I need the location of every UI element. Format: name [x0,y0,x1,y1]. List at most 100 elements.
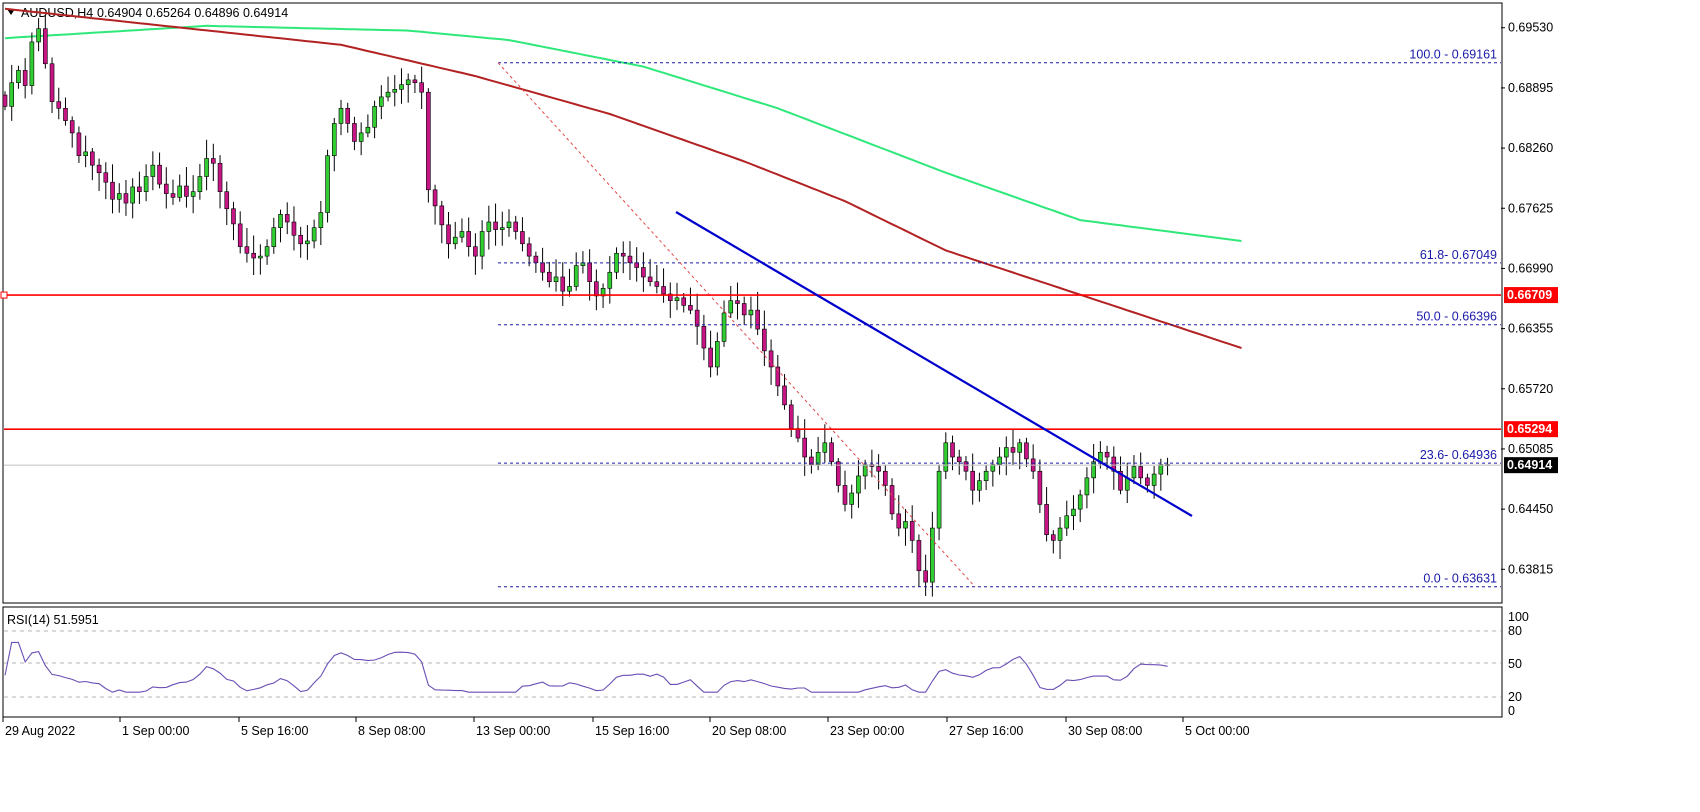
candle [331,117,337,172]
candle [715,332,720,376]
candle [782,374,787,410]
candle [963,455,969,481]
candle-body [654,281,660,287]
candle [553,259,559,292]
candle-body [150,164,156,177]
candle-body [809,456,814,465]
candle [103,162,109,200]
candle-body [520,231,525,245]
candle-body [499,227,505,230]
candle [647,259,653,287]
candle-body [862,464,868,477]
candle-body [9,82,15,107]
candle [1084,467,1090,509]
candle [520,217,525,252]
candle [123,180,129,216]
rsi-axis-label: 50 [1508,657,1522,671]
candle-body [244,246,250,254]
candle-body [405,79,411,85]
candle-body [567,286,572,292]
candle-body [345,107,351,124]
candle [446,211,451,259]
sma-slow-line [4,24,1242,242]
candle [889,478,895,520]
candle [325,149,330,223]
price-axis-label: 0.65085 [1508,442,1553,456]
candle-body [56,101,62,109]
candle-body [177,185,183,198]
candle-body [204,158,209,177]
bearish-trendline[interactable] [675,211,1193,517]
candle-body [1017,442,1023,453]
candle-body [513,221,519,232]
candle-body [1064,515,1070,529]
candle-body [211,158,216,164]
candle [1024,437,1029,468]
candle-body [1104,451,1110,458]
candle-body [69,120,75,134]
candle-body [1057,527,1063,541]
candle [405,73,411,103]
candle-body [802,437,807,458]
price-tag-box [1504,421,1558,438]
candle-body [352,123,357,142]
rsi-line [4,641,1168,693]
time-axis-label: 1 Sep 00:00 [122,724,189,738]
level-anchor-handle[interactable] [0,291,8,299]
candle [365,114,371,138]
candle-body [983,470,989,482]
candle-body [842,485,848,505]
candle-body [547,271,552,283]
candle-body [157,164,162,185]
candle-body [76,132,82,156]
candle [352,116,357,151]
candle-body [96,164,102,174]
time-axis-label: 8 Sep 08:00 [358,724,425,738]
candle [184,167,189,208]
candle [1131,455,1137,485]
candle [459,218,465,243]
rsi-axis-label: 0 [1508,704,1515,718]
candle [567,268,572,297]
candle-body [1010,447,1016,453]
candle [379,85,384,120]
candle-body [298,234,303,245]
candle [22,58,28,99]
candle [1051,530,1056,554]
candle-body [634,262,639,268]
candle-body [419,82,424,93]
candle-body [163,183,169,194]
candle [983,464,989,491]
candle-body [600,288,606,297]
candle [755,291,760,336]
candle [499,211,505,246]
fib-level-label: 0.0 - 0.63631 [1423,572,1497,586]
candle-body [217,162,223,192]
candle-body [278,214,283,228]
time-axis-label: 20 Sep 08:00 [712,724,786,738]
candle-body [1077,494,1083,510]
candle [116,183,122,213]
candle-body [1118,470,1123,491]
price-tag-box [1504,287,1558,304]
candle-body [930,527,935,583]
candle-body [627,255,633,264]
candle-body [755,309,760,330]
candle-body [1138,466,1143,479]
candle [762,310,767,367]
price-tag: 0.66709 [1504,287,1558,304]
candle [90,148,95,181]
candle-body [291,221,297,236]
candle [251,235,256,276]
price-tag-box [1504,457,1558,474]
candle-body [735,300,740,304]
candle-body [741,303,747,316]
candle-body [573,265,579,287]
candle [479,220,485,270]
candle [822,424,828,463]
candle [130,178,135,219]
candle [1118,456,1123,495]
candle [170,179,176,205]
price-tag-label: 0.64914 [1507,458,1552,472]
